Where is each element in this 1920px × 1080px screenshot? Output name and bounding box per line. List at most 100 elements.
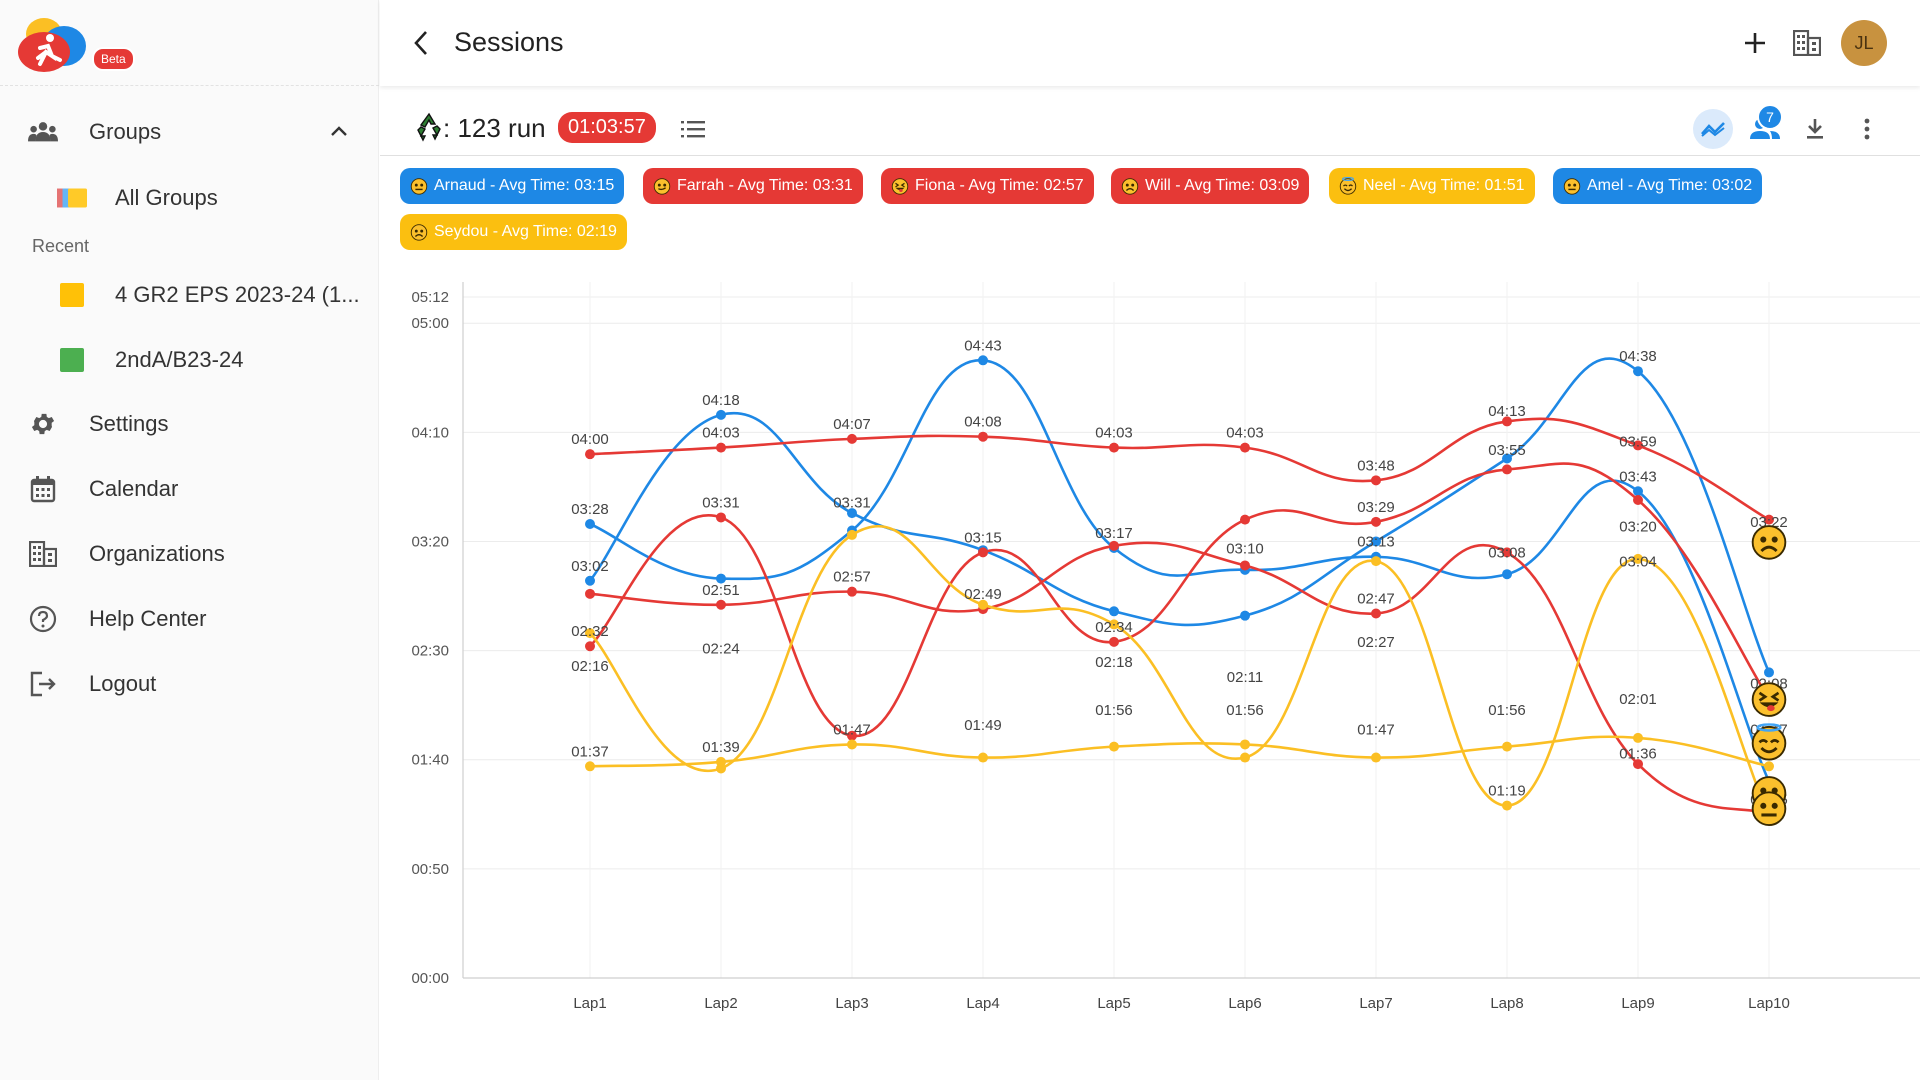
data-point [585,588,595,599]
data-label: 02:24 [702,641,740,658]
session-toolbar: : 123 run 01:03:57 7 [380,100,1920,156]
all-groups-icon [57,183,87,213]
participant-chip[interactable]: Seydou - Avg Time: 02:19 [400,214,627,250]
data-point [1502,800,1512,811]
line-chart-icon [1701,122,1725,137]
chip-label: Amel - Avg Time: 03:02 [1587,177,1753,194]
chip-label: Fiona - Avg Time: 02:57 [915,177,1084,194]
data-point [1633,494,1643,505]
data-label: 02:57 [833,569,871,586]
data-label: 01:47 [833,721,871,738]
logo-area: Beta [0,0,379,86]
x-tick-label: Lap9 [1621,995,1654,1012]
user-avatar[interactable]: JL [1841,20,1887,66]
sad-face-icon [1751,525,1787,560]
sidebar-item-settings[interactable]: Settings [0,396,379,452]
groups-icon [28,117,58,147]
data-label: 02:11 [1227,669,1263,686]
data-point [847,739,857,750]
list-view-icon[interactable] [680,116,706,142]
data-point [1109,442,1119,453]
sad-face-icon [1121,177,1139,195]
data-point [1240,752,1250,763]
chart-view-toggle[interactable] [1693,109,1733,149]
data-point [716,763,726,774]
data-point [1371,536,1381,547]
chevron-up-icon[interactable] [331,123,347,141]
data-point [585,628,595,639]
data-point [1633,732,1643,743]
sidebar-item-organizations[interactable]: Organizations [0,526,379,582]
data-label: 01:49 [964,717,1002,734]
data-label: 01:37 [571,743,609,760]
participant-chip[interactable]: Farrah - Avg Time: 03:31 [643,168,863,204]
participant-chip[interactable]: Neel - Avg Time: 01:51 [1329,168,1535,204]
organization-icon [28,539,58,569]
data-point [716,599,726,610]
data-point [716,512,726,523]
sidebar-recent-item-2[interactable]: 2ndA/B23-24 [0,332,379,388]
sidebar-item-groups[interactable]: Groups [0,104,379,160]
data-point [1633,440,1643,451]
data-label: 02:16 [571,658,609,675]
smirk-face-icon [653,177,671,195]
data-label: 03:15 [964,529,1002,546]
organization-button[interactable] [1790,26,1824,60]
sidebar-item-logout[interactable]: Logout [0,656,379,712]
participant-chip[interactable]: Amel - Avg Time: 03:02 [1553,168,1763,204]
y-tick-label: 03:20 [411,533,449,550]
data-point [978,599,988,610]
sidebar-item-label: Organizations [89,541,225,566]
data-point [1371,608,1381,619]
add-session-button[interactable] [1738,26,1772,60]
data-label: 04:08 [964,414,1002,431]
app-logo[interactable] [16,12,90,74]
plus-icon [1745,33,1765,53]
session-total-time-badge: 01:03:57 [558,112,656,143]
data-point [1633,366,1643,377]
help-icon [28,604,58,634]
data-label: 03:02 [571,558,609,575]
members-count-badge: 7 [1757,104,1783,130]
sidebar-item-help-center[interactable]: Help Center [0,591,379,647]
data-point [847,586,857,597]
download-button[interactable] [1798,112,1832,146]
data-point [1109,619,1119,630]
y-tick-label: 00:00 [411,970,449,987]
logout-icon [28,669,58,699]
data-point [1240,514,1250,525]
participant-chip[interactable]: Will - Avg Time: 03:09 [1111,168,1310,204]
data-point [1240,610,1250,621]
recent-section-label: Recent [32,236,90,256]
chip-label: Arnaud - Avg Time: 03:15 [434,177,615,194]
data-point [1502,464,1512,475]
data-label: 03:10 [1226,540,1264,557]
back-arrow-icon[interactable] [404,26,438,60]
sidebar-item-calendar[interactable]: Calendar [0,461,379,517]
neutral-face-icon [1563,177,1581,195]
data-point [978,547,988,558]
data-label: 04:03 [1226,425,1264,442]
sidebar-recent-item-1[interactable]: 4 GR2 EPS 2023-24 (1... [0,267,379,323]
participant-chip[interactable]: Fiona - Avg Time: 02:57 [881,168,1094,204]
chip-label: Seydou - Avg Time: 02:19 [434,223,617,240]
data-label: 02:49 [964,586,1002,603]
x-tick-label: Lap7 [1359,995,1392,1012]
data-label: 02:34 [1095,619,1133,636]
x-tick-label: Lap8 [1490,995,1523,1012]
data-label: 01:39 [702,739,740,756]
data-point [585,449,595,460]
data-label: 03:13 [1357,534,1395,551]
data-point [1764,667,1774,678]
data-label: 04:13 [1488,403,1526,420]
data-point [1240,739,1250,750]
data-point [847,508,857,519]
participant-chip[interactable]: Arnaud - Avg Time: 03:15 [400,168,625,204]
data-point [1764,514,1774,525]
series-line [589,417,1770,521]
data-label: 03:48 [1357,457,1395,474]
data-point [1371,556,1381,567]
more-options-button[interactable] [1850,112,1884,146]
data-point [716,442,726,453]
sidebar-item-all-groups[interactable]: All Groups [0,170,379,226]
